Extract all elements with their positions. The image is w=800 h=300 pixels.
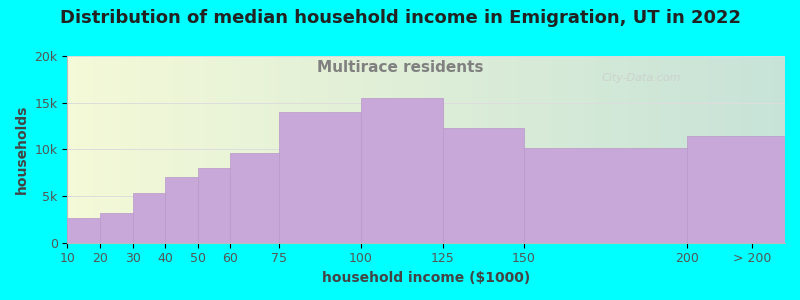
Bar (361, 98, 442, 243)
Bar (67, 218, 100, 243)
Bar (100, 213, 133, 243)
Text: City-Data.com: City-Data.com (602, 74, 682, 83)
Bar (230, 153, 279, 243)
Bar (198, 168, 230, 243)
X-axis label: household income ($1000): household income ($1000) (322, 271, 530, 285)
Y-axis label: households: households (15, 105, 29, 194)
Bar (133, 193, 166, 243)
Bar (166, 177, 198, 243)
Bar (279, 112, 361, 243)
Text: Multirace residents: Multirace residents (317, 60, 483, 75)
Bar (687, 136, 785, 243)
Bar (524, 148, 687, 243)
Text: Distribution of median household income in Emigration, UT in 2022: Distribution of median household income … (59, 9, 741, 27)
Bar (442, 128, 524, 243)
Bar (785, 157, 800, 243)
